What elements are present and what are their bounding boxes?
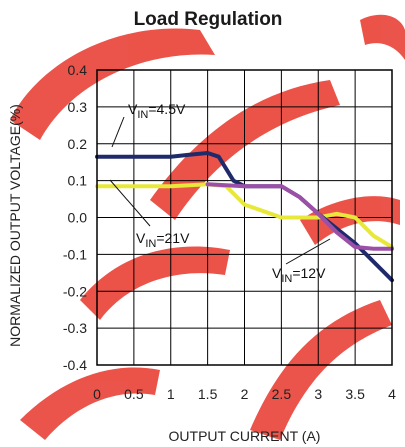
- y-tick-label: 0.3: [68, 99, 88, 115]
- plot-frame: [96, 69, 393, 366]
- y-tick-label: 0.0: [68, 210, 88, 226]
- annotation-leader-line: [285, 238, 331, 265]
- x-tick-label: 0.5: [124, 386, 144, 402]
- x-tick-label: 3: [314, 386, 322, 402]
- annotation-label: VIN=21V: [136, 230, 190, 250]
- y-tick-label: -0.4: [63, 357, 87, 373]
- annotation-vin-12v: VIN=12V: [272, 238, 331, 285]
- annotation-leader-line: [111, 116, 125, 148]
- annotation-vin-21v: VIN=21V: [109, 179, 190, 250]
- chart-title: Load Regulation: [134, 9, 283, 30]
- x-tick-label: 2: [241, 386, 249, 402]
- x-tick-label: 4: [388, 386, 396, 402]
- annotation-leader-line: [109, 179, 151, 227]
- x-axis-label: OUTPUT CURRENT (A): [169, 428, 321, 444]
- series-line-vin-21v: [95, 182, 394, 249]
- x-tick-label: 3.5: [345, 386, 365, 402]
- series-annotations: VIN=4.5V VIN=21V VIN=12V: [109, 101, 331, 285]
- y-tick-label: 0.4: [68, 62, 88, 78]
- y-tick-label: 0.2: [68, 136, 88, 152]
- x-tick-label: 2.5: [272, 386, 292, 402]
- y-tick-label: -0.1: [63, 246, 87, 262]
- annotation-label: VIN=4.5V: [128, 101, 186, 121]
- y-tick-label: -0.2: [63, 283, 87, 299]
- x-tick-label: 0: [93, 386, 101, 402]
- y-tick-label: -0.3: [63, 320, 87, 336]
- series-layer: [95, 151, 394, 283]
- series-line-vin-12v: [205, 182, 394, 251]
- x-tick-label: 1: [167, 386, 175, 402]
- y-tick-label: 0.1: [68, 173, 88, 189]
- annotation-label: VIN=12V: [272, 265, 326, 285]
- annotation-vin-4-5v: VIN=4.5V: [111, 101, 186, 148]
- tick-labels: 0 0.5 1 1.5 2 2.5 3 3.5 4 0.4 0.3 0.2 0.1 0.0 -0.1 -0.2…: [63, 62, 396, 402]
- x-tick-label: 1.5: [198, 386, 218, 402]
- y-axis-label: NORMALIZED OUTPUT VOLTAGE(%): [7, 104, 23, 347]
